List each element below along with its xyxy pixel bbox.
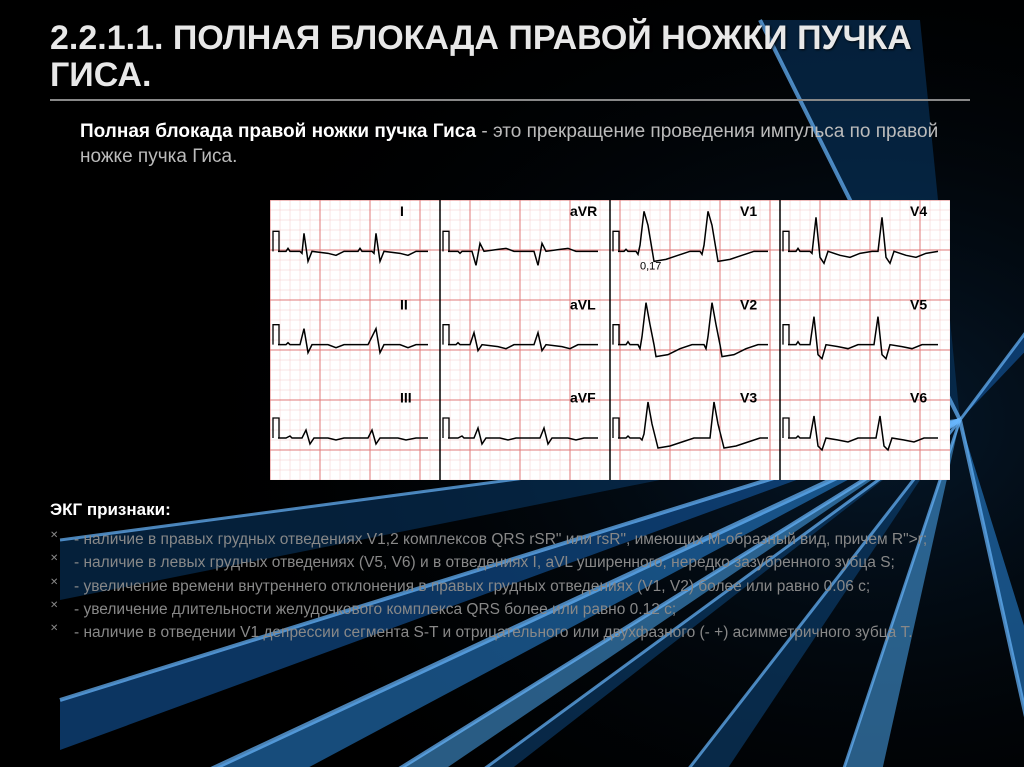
signs-list: - наличие в правых грудных отведениях V1… [50, 528, 974, 644]
svg-text:0,17: 0,17 [640, 260, 661, 272]
definition-term: Полная блокада правой ножки пучка Гиса [80, 121, 476, 142]
signs-heading: ЭКГ признаки: [50, 500, 974, 520]
ecg-chart: IaVR V1 0,17 V4 II aVL V2 V5 III aVF V3 V6 [270, 200, 950, 480]
svg-text:aVR: aVR [570, 203, 597, 219]
ecg-figure: IaVR V1 0,17 V4 II aVL V2 V5 III aVF V3 V6 [270, 200, 974, 480]
sign-item: - увеличение длительности желудочкового … [50, 598, 974, 621]
svg-text:II: II [400, 296, 408, 312]
svg-text:V1: V1 [740, 203, 757, 219]
page-title: 2.2.1.1. ПОЛНАЯ БЛОКАДА ПРАВОЙ НОЖКИ ПУЧ… [50, 20, 974, 95]
svg-text:III: III [400, 390, 412, 406]
sign-item: - увеличение времени внутреннего отклоне… [50, 575, 974, 598]
sign-item: - наличие в левых грудных отведениях (V5… [50, 551, 974, 574]
svg-text:V4: V4 [910, 203, 927, 219]
svg-text:V5: V5 [910, 296, 927, 312]
definition-text: Полная блокада правой ножки пучка Гиса -… [50, 119, 974, 170]
sign-item: - наличие в правых грудных отведениях V1… [50, 528, 974, 551]
svg-text:aVL: aVL [570, 296, 596, 312]
svg-text:V3: V3 [740, 390, 757, 406]
svg-text:V2: V2 [740, 296, 757, 312]
svg-text:I: I [400, 203, 404, 219]
title-underline [50, 99, 970, 101]
sign-item: - наличие в отведении V1 депрессии сегме… [50, 621, 974, 644]
svg-text:aVF: aVF [570, 390, 596, 406]
svg-text:V6: V6 [910, 390, 927, 406]
